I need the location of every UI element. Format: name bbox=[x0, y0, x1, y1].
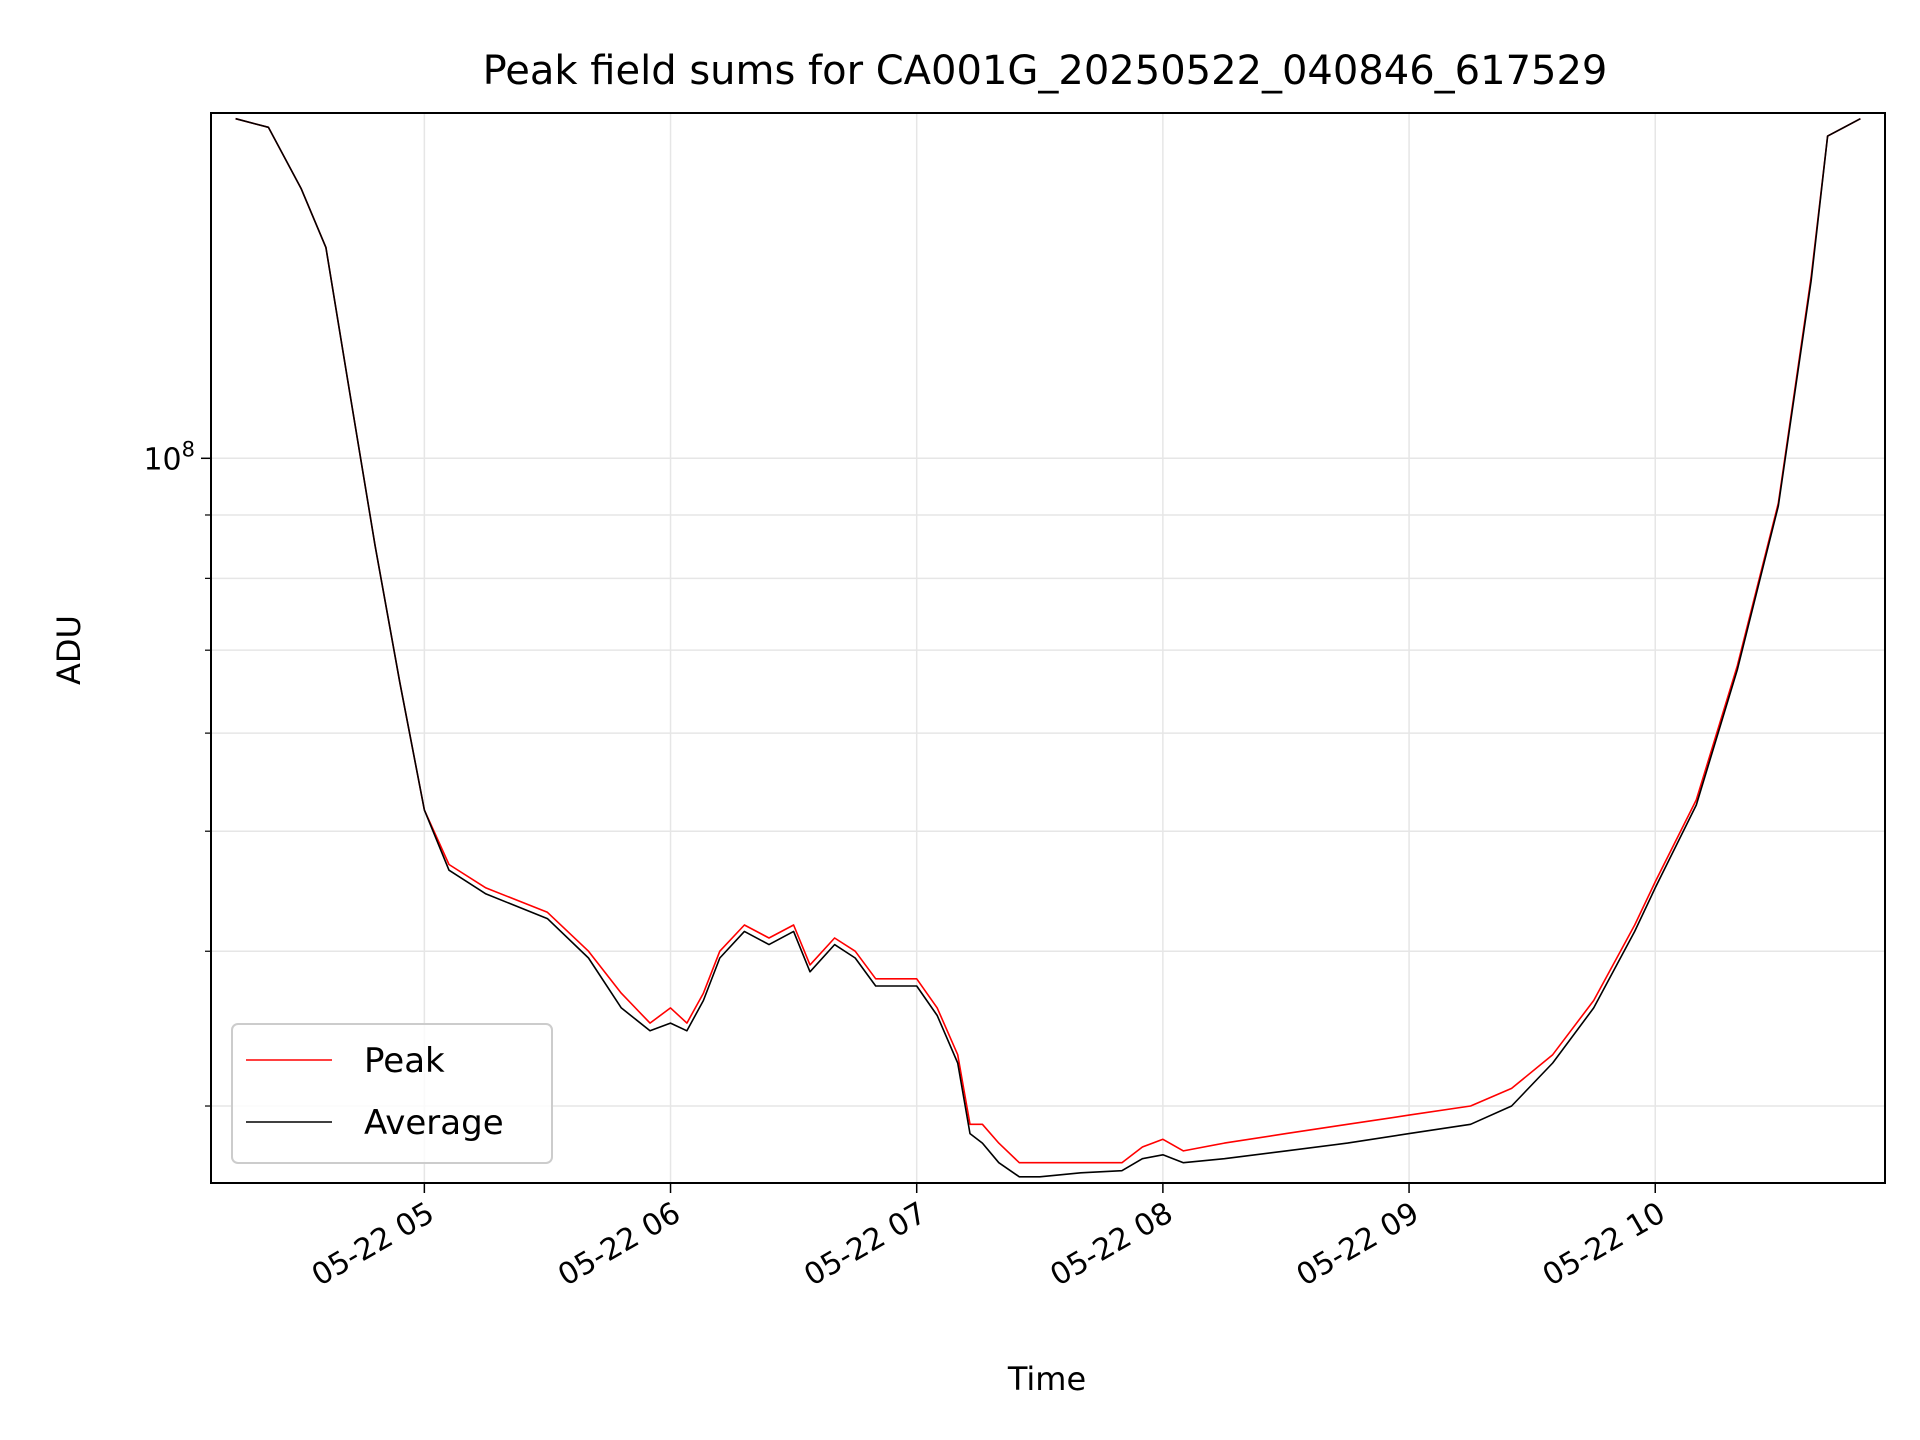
y-axis: 108 bbox=[143, 437, 211, 1107]
y-axis-label: ADU bbox=[50, 615, 88, 685]
legend-label-average: Average bbox=[364, 1103, 504, 1143]
series-line-peak bbox=[235, 117, 1861, 1164]
x-axis-label: Time bbox=[1007, 1360, 1086, 1398]
series-line-average bbox=[235, 117, 1861, 1178]
legend-box bbox=[231, 1023, 553, 1164]
grid bbox=[211, 113, 1885, 1183]
y-tick-label: 108 bbox=[143, 437, 195, 477]
legend: Peak Average bbox=[231, 1023, 553, 1164]
y-tick-label-exponent: 8 bbox=[182, 437, 195, 461]
series-layer bbox=[235, 117, 1861, 1178]
chart-title: Peak field sums for CA001G_20250522_0408… bbox=[483, 48, 1608, 94]
y-tick-label-base: 10 bbox=[143, 442, 181, 477]
plot-frame bbox=[210, 112, 1886, 1184]
legend-label-peak: Peak bbox=[364, 1041, 445, 1081]
